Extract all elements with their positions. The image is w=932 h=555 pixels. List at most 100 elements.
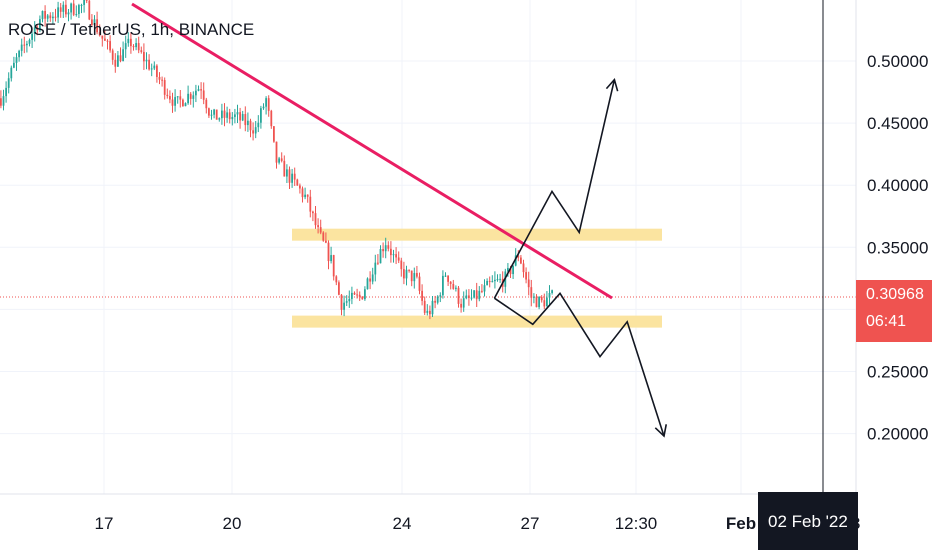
candle-body	[273, 126, 275, 142]
candle-body	[270, 110, 273, 127]
candle-body	[491, 281, 494, 283]
candle-body	[15, 57, 18, 63]
candle-body	[176, 96, 179, 98]
candle-body	[101, 35, 104, 39]
candle-body	[335, 276, 338, 283]
candle-body	[496, 279, 499, 281]
candle-body	[457, 287, 460, 304]
candle-body	[192, 95, 195, 99]
candle-body	[254, 127, 257, 134]
candle-body	[7, 78, 10, 88]
resistance-trendline[interactable]	[131, 2, 613, 300]
candle-body	[332, 255, 335, 277]
x-tick-label: 24	[393, 514, 412, 533]
candle-body	[416, 273, 418, 277]
lower-zone[interactable]	[292, 315, 662, 328]
candle-body	[397, 257, 400, 261]
x-tick-label: 17	[95, 514, 114, 533]
candle-body	[182, 99, 184, 107]
candle-body	[202, 90, 205, 100]
candle-body	[44, 10, 46, 19]
candle-body	[93, 19, 96, 25]
candle-body	[231, 116, 234, 120]
candle-body	[410, 270, 413, 282]
candle-body	[148, 59, 150, 70]
candle-body	[67, 12, 70, 15]
candle-body	[286, 169, 288, 177]
candle-body	[213, 109, 215, 115]
candle-body	[522, 263, 525, 273]
candle-body	[299, 185, 301, 189]
candle-body	[241, 114, 244, 121]
candle-body	[423, 300, 426, 313]
candle-body	[171, 99, 174, 106]
candle-body	[403, 269, 405, 279]
candle-body	[309, 196, 312, 212]
candle-body	[439, 295, 442, 297]
bullish-scenario-arrow-arrowhead	[605, 78, 619, 92]
candle-body	[527, 279, 530, 288]
candle-body	[468, 295, 470, 299]
candle-body	[104, 38, 106, 41]
candle-body	[13, 62, 15, 68]
candle-body	[540, 296, 543, 301]
candle-body	[517, 255, 520, 258]
candle-body	[304, 194, 306, 198]
candle-body	[296, 179, 299, 186]
candle-body	[470, 297, 473, 299]
candle-body	[54, 16, 57, 18]
candle-body	[392, 254, 395, 256]
candle-body	[265, 98, 267, 107]
candle-body	[434, 300, 436, 303]
candle-body	[189, 93, 192, 99]
candle-body	[161, 79, 163, 81]
candle-body	[98, 32, 101, 36]
candle-body	[72, 3, 75, 15]
candle-body	[455, 287, 457, 289]
candle-body	[234, 114, 236, 117]
x-tick-label: 27	[521, 514, 540, 533]
candle-body	[514, 255, 517, 266]
candle-body	[135, 43, 137, 48]
candle-body	[460, 303, 462, 308]
candle-body	[239, 112, 241, 121]
candle-body	[400, 260, 403, 270]
candle-body	[78, 5, 80, 15]
y-tick-label: 0.40000	[867, 176, 928, 195]
candle-body	[249, 120, 252, 131]
candle-body	[371, 274, 374, 282]
candle-body	[187, 93, 189, 104]
candle-body	[283, 160, 286, 177]
bearish-scenario-arrow[interactable]	[493, 291, 665, 437]
candle-body	[390, 248, 392, 256]
candle-body	[278, 158, 280, 163]
candle-body	[39, 19, 41, 31]
bullish-scenario-arrow[interactable]	[493, 79, 616, 299]
candle-body	[442, 275, 444, 296]
candle-body	[507, 267, 509, 272]
candle-body	[111, 50, 114, 60]
x-tick-label: 12:30	[615, 514, 658, 533]
candle-body	[262, 106, 265, 109]
candle-body	[413, 273, 416, 282]
candle-body	[28, 39, 31, 44]
candle-body	[80, 4, 83, 6]
candle-body	[226, 112, 228, 118]
candle-body	[548, 293, 551, 298]
candle-body	[312, 211, 314, 214]
candle-body	[119, 55, 122, 62]
candle-body	[75, 14, 78, 16]
candle-body	[538, 296, 540, 308]
candle-body	[546, 297, 548, 307]
candle-body	[319, 227, 322, 233]
candle-body	[426, 310, 429, 313]
candle-body	[244, 114, 247, 126]
upper-zone[interactable]	[292, 228, 662, 241]
candle-body	[348, 298, 351, 302]
candle-body	[421, 290, 423, 301]
candle-body	[117, 55, 119, 67]
candle-body	[314, 213, 317, 226]
candle-body	[327, 242, 330, 262]
